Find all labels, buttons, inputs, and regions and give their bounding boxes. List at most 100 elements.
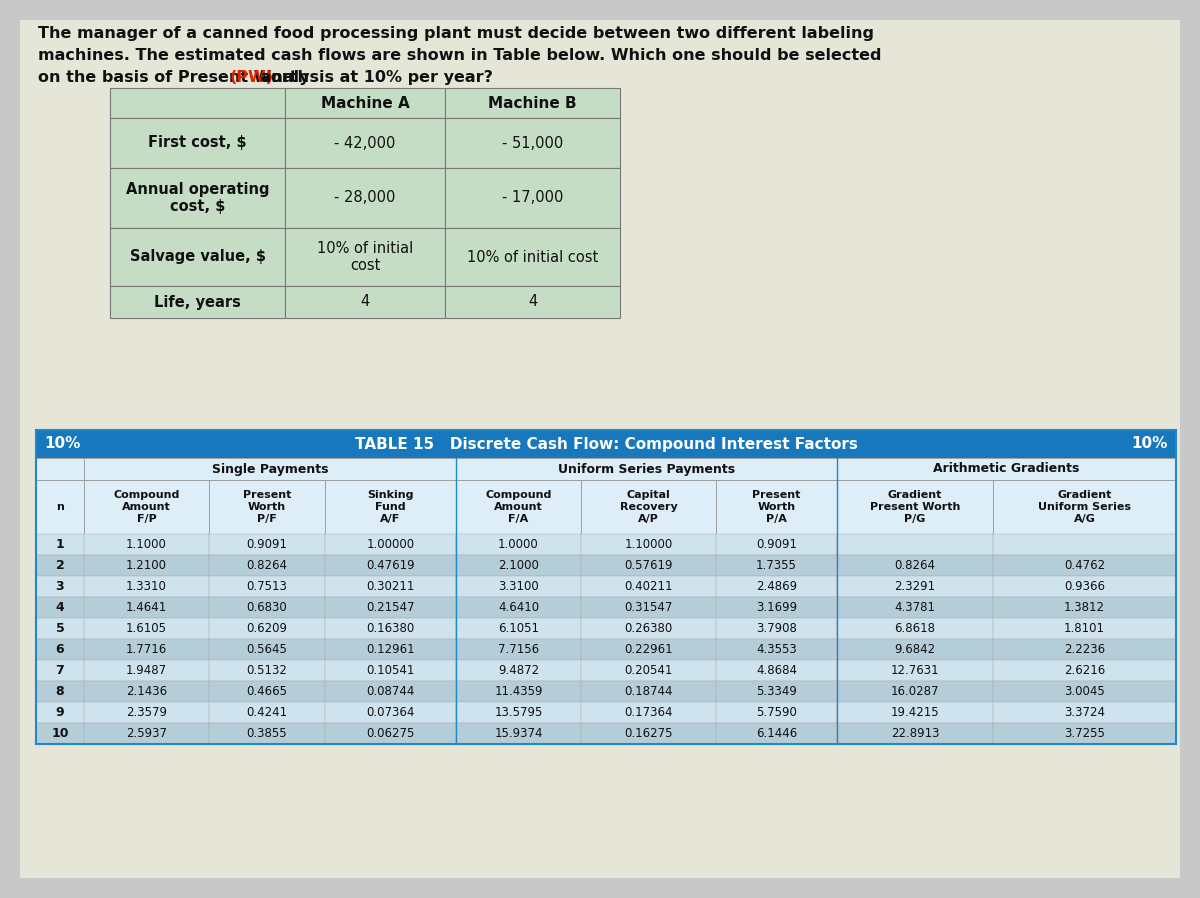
Bar: [456, 681, 581, 702]
Text: Present
Worth
P/F: Present Worth P/F: [242, 490, 292, 524]
Bar: [445, 168, 620, 228]
Bar: [209, 618, 325, 639]
Bar: [838, 639, 994, 660]
Text: 1.4641: 1.4641: [126, 601, 167, 614]
Text: 4: 4: [528, 295, 538, 310]
Bar: [445, 228, 620, 286]
Bar: [36, 458, 84, 480]
Text: 0.31547: 0.31547: [624, 601, 673, 614]
Text: 19.4215: 19.4215: [890, 706, 940, 719]
Bar: [286, 228, 445, 286]
Text: 0.9091: 0.9091: [756, 538, 797, 551]
Bar: [84, 480, 209, 534]
Text: 9: 9: [55, 706, 65, 719]
Bar: [286, 168, 445, 228]
Text: 3.1699: 3.1699: [756, 601, 797, 614]
Text: Machine B: Machine B: [488, 95, 577, 110]
Bar: [110, 168, 286, 228]
Text: 2.3579: 2.3579: [126, 706, 167, 719]
Bar: [994, 702, 1176, 723]
Text: 16.0287: 16.0287: [890, 685, 940, 698]
Text: TABLE 15   Discrete Cash Flow: Compound Interest Factors: TABLE 15 Discrete Cash Flow: Compound In…: [354, 436, 858, 452]
Bar: [84, 723, 209, 744]
Text: Sinking
Fund
A/F: Sinking Fund A/F: [367, 490, 414, 524]
Bar: [36, 534, 84, 555]
Bar: [716, 723, 838, 744]
Bar: [110, 118, 286, 168]
Bar: [84, 702, 209, 723]
Text: 1.1000: 1.1000: [126, 538, 167, 551]
Bar: [325, 681, 456, 702]
Text: 1.3812: 1.3812: [1064, 601, 1105, 614]
Bar: [286, 118, 445, 168]
Bar: [325, 555, 456, 576]
Bar: [36, 555, 84, 576]
Bar: [456, 723, 581, 744]
Bar: [456, 597, 581, 618]
Bar: [581, 723, 716, 744]
Bar: [286, 286, 445, 318]
Text: 4: 4: [360, 295, 370, 310]
Text: 12.7631: 12.7631: [890, 664, 940, 677]
Text: 1.7716: 1.7716: [126, 643, 167, 656]
Bar: [325, 618, 456, 639]
Text: 3.3100: 3.3100: [498, 580, 539, 593]
Bar: [456, 458, 838, 480]
Bar: [716, 702, 838, 723]
Bar: [36, 597, 84, 618]
Bar: [445, 88, 620, 118]
Text: 10: 10: [52, 727, 68, 740]
Bar: [994, 576, 1176, 597]
Text: 4.8684: 4.8684: [756, 664, 797, 677]
Text: 10% of initial
cost: 10% of initial cost: [317, 241, 413, 273]
Bar: [36, 618, 84, 639]
Bar: [325, 480, 456, 534]
Text: Compound
Amount
F/P: Compound Amount F/P: [113, 490, 180, 524]
Bar: [456, 618, 581, 639]
Text: 0.20541: 0.20541: [624, 664, 673, 677]
Bar: [838, 660, 994, 681]
Bar: [36, 660, 84, 681]
Text: 0.7513: 0.7513: [246, 580, 288, 593]
Bar: [581, 681, 716, 702]
Bar: [209, 534, 325, 555]
Text: 4.6410: 4.6410: [498, 601, 539, 614]
Text: 22.8913: 22.8913: [890, 727, 940, 740]
Bar: [838, 723, 994, 744]
Text: 0.17364: 0.17364: [624, 706, 673, 719]
Bar: [209, 576, 325, 597]
Text: 1.00000: 1.00000: [366, 538, 414, 551]
Bar: [36, 639, 84, 660]
Text: on the basis of Present Worth: on the basis of Present Worth: [38, 70, 314, 85]
Text: 8: 8: [55, 685, 65, 698]
Text: 0.4665: 0.4665: [246, 685, 288, 698]
Text: 0.8264: 0.8264: [246, 559, 288, 572]
Bar: [325, 660, 456, 681]
Bar: [209, 723, 325, 744]
Text: machines. The estimated cash flows are shown in Table below. Which one should be: machines. The estimated cash flows are s…: [38, 48, 882, 63]
Bar: [445, 118, 620, 168]
Bar: [456, 639, 581, 660]
Text: 3.3724: 3.3724: [1064, 706, 1105, 719]
Text: Single Payments: Single Payments: [211, 462, 329, 476]
Bar: [581, 639, 716, 660]
Bar: [209, 702, 325, 723]
Bar: [209, 681, 325, 702]
Bar: [716, 534, 838, 555]
Text: 0.16275: 0.16275: [624, 727, 673, 740]
Text: 1.0000: 1.0000: [498, 538, 539, 551]
Bar: [456, 480, 581, 534]
Text: (PW): (PW): [229, 70, 274, 85]
Text: 9.6842: 9.6842: [894, 643, 936, 656]
Bar: [36, 480, 84, 534]
Text: 0.8264: 0.8264: [894, 559, 936, 572]
Text: 3: 3: [55, 580, 65, 593]
Text: 2.2236: 2.2236: [1064, 643, 1105, 656]
Text: 0.47619: 0.47619: [366, 559, 415, 572]
Bar: [84, 555, 209, 576]
Text: 0.16380: 0.16380: [366, 622, 415, 635]
Text: Salvage value, $: Salvage value, $: [130, 250, 265, 265]
Text: 1.10000: 1.10000: [624, 538, 673, 551]
Text: 0.57619: 0.57619: [624, 559, 673, 572]
Text: 1.9487: 1.9487: [126, 664, 167, 677]
